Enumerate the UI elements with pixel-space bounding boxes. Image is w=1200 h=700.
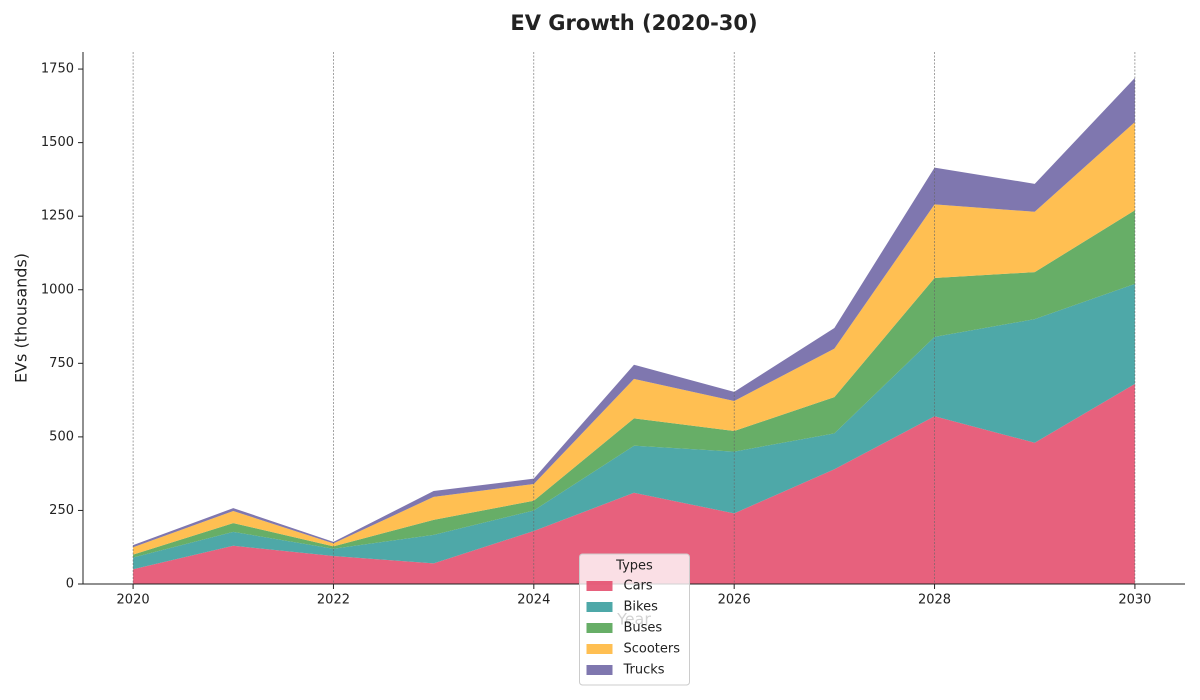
legend-label: Trucks	[623, 663, 665, 678]
y-tick-label: 250	[49, 503, 74, 518]
x-tick-label: 2030	[1118, 593, 1151, 608]
legend-swatch	[586, 623, 613, 633]
legend-swatch	[586, 665, 613, 675]
y-tick-label: 1250	[41, 209, 74, 224]
y-tick-label: 1500	[41, 135, 74, 150]
area	[133, 283, 1135, 570]
legend-title: Types	[615, 559, 653, 574]
legend-label: Bikes	[624, 600, 659, 615]
legend-swatch	[586, 644, 613, 654]
area	[133, 383, 1135, 584]
y-tick-label: 0	[66, 577, 74, 592]
y-tick-label: 750	[49, 356, 74, 371]
x-tick-label: 2020	[117, 593, 150, 608]
legend: Types Cars Bikes Buses Scooters Trucks	[579, 553, 690, 686]
y-tick-label: 1000	[41, 282, 74, 297]
x-tick-label: 2022	[317, 593, 350, 608]
legend-label: Cars	[624, 579, 653, 594]
y-tick-label: 500	[49, 429, 74, 444]
legend-swatch	[586, 581, 613, 591]
y-tick-label: 1750	[41, 62, 74, 77]
chart-title: EV Growth (2020-30)	[510, 11, 757, 35]
legend-swatch	[586, 602, 613, 612]
area	[133, 122, 1135, 555]
x-tick-label: 2028	[918, 593, 951, 608]
x-tick-label: 2026	[718, 593, 751, 608]
y-axis-label: EVs (thousands)	[12, 253, 31, 383]
legend-label: Buses	[624, 621, 663, 636]
x-tick-label: 2024	[517, 593, 550, 608]
legend-label: Scooters	[624, 642, 681, 657]
